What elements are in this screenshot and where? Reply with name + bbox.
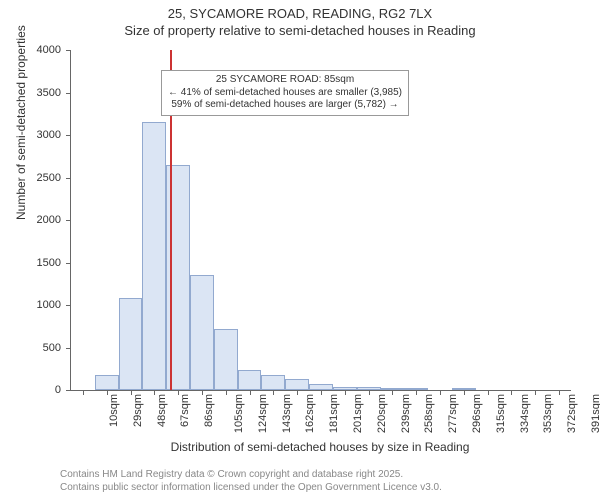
y-tick-mark [66,50,71,51]
x-tick-mark [250,390,251,395]
x-tick-mark [131,390,132,395]
x-tick-mark [273,390,274,395]
x-tick-mark [535,390,536,395]
property-callout: 25 SYCAMORE ROAD: 85sqm← 41% of semi-det… [161,70,409,116]
histogram-bar [261,375,285,390]
x-tick-label: 181sqm [328,394,340,433]
callout-line-3: 59% of semi-detached houses are larger (… [168,99,402,112]
y-tick-label: 0 [11,384,61,396]
x-tick-label: 67sqm [179,394,191,427]
x-tick-mark [154,390,155,395]
footer-line-2: Contains public sector information licen… [60,482,442,495]
histogram-bar [142,122,166,390]
x-tick-mark [321,390,322,395]
histogram-bar [285,379,309,390]
x-tick-mark [226,390,227,395]
histogram-bar [214,329,238,390]
histogram-bar [119,298,143,390]
y-tick-label: 4000 [11,44,61,56]
y-tick-label: 500 [11,342,61,354]
x-tick-mark [440,390,441,395]
x-tick-label: 296sqm [471,394,483,433]
callout-line-2: ← 41% of semi-detached houses are smalle… [168,87,402,100]
y-tick-label: 3500 [11,87,61,99]
x-tick-mark [202,390,203,395]
histogram-bar [190,275,214,390]
x-tick-mark [345,390,346,395]
x-tick-mark [107,390,108,395]
y-tick-mark [66,93,71,94]
x-tick-label: 372sqm [566,394,578,433]
y-tick-label: 2500 [11,172,61,184]
x-tick-label: 124sqm [257,394,269,433]
histogram-bar [238,370,262,390]
callout-line-1: 25 SYCAMORE ROAD: 85sqm [168,74,402,87]
x-tick-label: 315sqm [495,394,507,433]
y-tick-label: 1000 [11,299,61,311]
x-tick-label: 29sqm [132,394,144,427]
x-tick-label: 391sqm [590,394,600,433]
chart-page: 25, SYCAMORE ROAD, READING, RG2 7LX Size… [0,0,600,500]
x-tick-label: 48sqm [156,394,168,427]
x-tick-mark [83,390,84,395]
x-tick-label: 86sqm [203,394,215,427]
x-tick-mark [464,390,465,395]
x-tick-mark [392,390,393,395]
x-tick-label: 162sqm [305,394,317,433]
x-tick-label: 334sqm [519,394,531,433]
x-tick-mark [178,390,179,395]
y-tick-label: 2000 [11,214,61,226]
x-tick-mark [297,390,298,395]
y-tick-mark [66,178,71,179]
x-tick-label: 10sqm [108,394,120,427]
y-tick-label: 3000 [11,129,61,141]
title-line-1: 25, SYCAMORE ROAD, READING, RG2 7LX [0,6,600,21]
x-axis-label: Distribution of semi-detached houses by … [70,440,570,454]
title-block: 25, SYCAMORE ROAD, READING, RG2 7LX Size… [0,6,600,38]
x-tick-mark [369,390,370,395]
footer-line-1: Contains HM Land Registry data © Crown c… [60,469,442,482]
x-tick-label: 105sqm [233,394,245,433]
x-tick-mark [511,390,512,395]
title-line-2: Size of property relative to semi-detach… [0,23,600,38]
x-tick-label: 201sqm [352,394,364,433]
x-tick-label: 353sqm [543,394,555,433]
x-tick-mark [488,390,489,395]
y-tick-mark [66,220,71,221]
y-tick-mark [66,305,71,306]
x-tick-label: 143sqm [281,394,293,433]
y-tick-mark [66,390,71,391]
x-tick-mark [559,390,560,395]
y-tick-mark [66,348,71,349]
x-tick-label: 258sqm [424,394,436,433]
y-tick-mark [66,135,71,136]
x-tick-mark [416,390,417,395]
y-tick-mark [66,263,71,264]
x-tick-label: 239sqm [400,394,412,433]
histogram-bar [95,375,119,390]
y-tick-label: 1500 [11,257,61,269]
x-tick-label: 277sqm [447,394,459,433]
footer-attribution: Contains HM Land Registry data © Crown c… [60,469,442,494]
plot-area: 0500100015002000250030003500400010sqm29s… [70,50,571,391]
x-tick-label: 220sqm [376,394,388,433]
